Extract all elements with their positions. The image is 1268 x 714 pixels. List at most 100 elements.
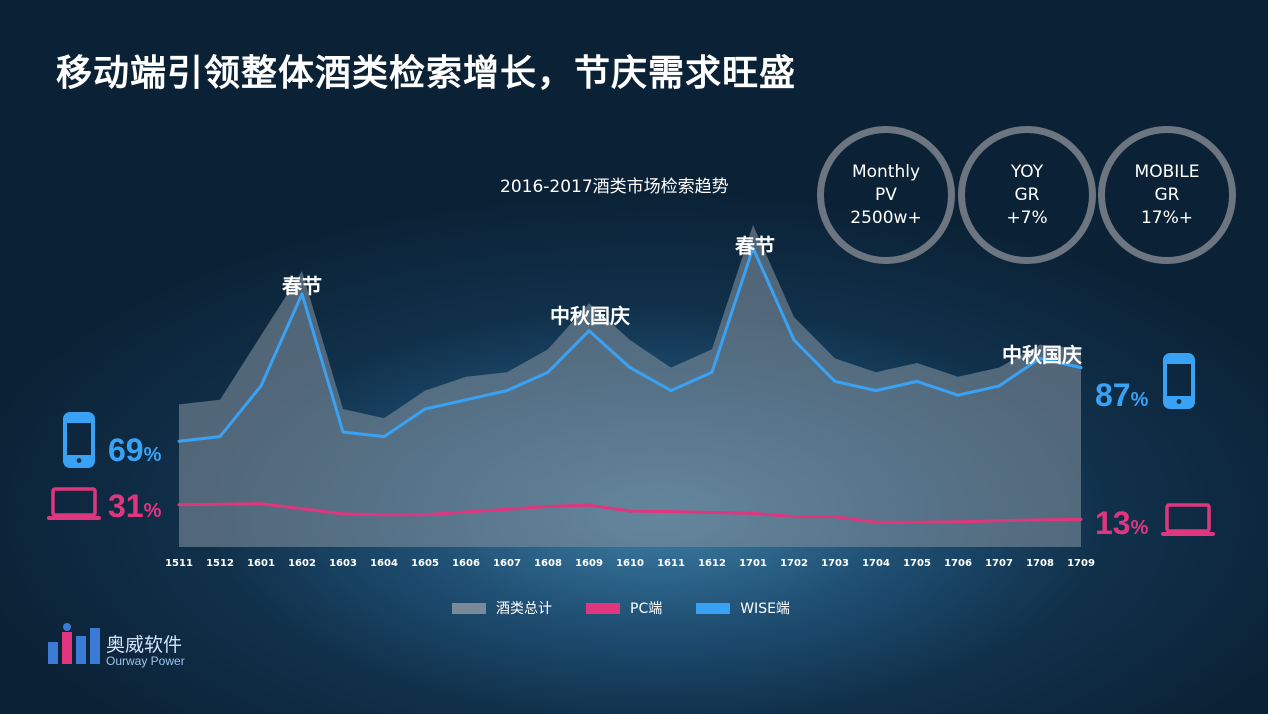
annotation-spring-festival-2: 春节: [735, 234, 775, 258]
x-tick-label: 1704: [862, 558, 890, 569]
pc-point-1610: [628, 509, 632, 513]
logo-text-cn: 奥威软件: [106, 634, 183, 656]
pc-point-1611: [669, 510, 673, 514]
wise-point-1609: [587, 329, 591, 333]
total-point-1607: [506, 371, 509, 374]
total-point-1701: [752, 224, 755, 227]
annotation-midautumn-1: 中秋国庆: [550, 304, 630, 328]
pc-point-1607: [505, 507, 509, 511]
right-mobile-value: 87: [1095, 377, 1131, 413]
x-tick-label: 1606: [452, 558, 480, 569]
logo-text-en: Ourway Power: [106, 654, 185, 668]
pc-point-1604: [382, 513, 386, 517]
chart-title: 2016-2017酒类市场检索趋势: [500, 177, 729, 197]
total-point-1512: [219, 398, 222, 401]
wise-point-1708: [1038, 356, 1042, 360]
kpi-label: YOY: [1010, 161, 1044, 182]
x-tick-label: 1603: [329, 558, 357, 569]
x-tick-label: 1604: [370, 558, 398, 569]
x-tick-label: 1602: [288, 558, 316, 569]
legend-swatch-pc: [586, 602, 620, 614]
wise-point-1610: [628, 366, 632, 370]
wise-point-1611: [669, 389, 673, 393]
wise-point-1606: [464, 398, 468, 402]
pc-point-1709: [1079, 517, 1083, 521]
wise-point-1602: [300, 292, 304, 296]
x-tick-label: 1601: [247, 558, 275, 569]
percent-unit: %: [143, 500, 162, 522]
pc-point-1705: [915, 520, 919, 524]
percent-unit: %: [1130, 517, 1149, 539]
percent-unit: %: [143, 444, 162, 466]
page-title: 移动端引领整体酒类检索增长，节庆需求旺盛: [56, 53, 797, 94]
legend-item-pc: PC端: [586, 598, 662, 618]
total-point-1606: [465, 375, 468, 378]
x-tick-label: 1705: [903, 558, 931, 569]
x-tick-label: 1511: [165, 558, 193, 569]
pc-point-1601: [259, 502, 263, 506]
x-tick-label: 1605: [411, 558, 439, 569]
wise-point-1707: [997, 384, 1001, 388]
wise-point-1705: [915, 379, 919, 383]
total-point-1703: [834, 357, 837, 360]
kpi-value: +7%: [1006, 207, 1048, 228]
wise-point-1701: [751, 246, 755, 250]
laptop-icon: [1161, 503, 1215, 536]
kpi-label: GR: [1014, 184, 1040, 205]
wise-point-1608: [546, 370, 550, 374]
wise-point-1709: [1079, 366, 1083, 370]
total-point-1610: [629, 339, 632, 342]
x-tick-label: 1709: [1067, 558, 1095, 569]
line-layer: [177, 246, 1083, 524]
wise-point-1605: [423, 407, 427, 411]
x-tick-label: 1607: [493, 558, 521, 569]
pc-point-1602: [300, 507, 304, 511]
kpi-value: 2500w+: [850, 207, 922, 228]
pc-point-1701: [751, 511, 755, 515]
legend-label-wise: WISE端: [740, 601, 790, 617]
total-point-1605: [424, 389, 427, 392]
pc-point-1603: [341, 512, 345, 516]
x-tick-label: 1611: [657, 558, 685, 569]
wise-point-1607: [505, 389, 509, 393]
smartphone-icon: [1163, 353, 1195, 409]
pc-point-1608: [546, 505, 550, 508]
wise-point-1604: [382, 435, 386, 439]
x-tick-label: 1702: [780, 558, 808, 569]
kpi-monthly-pv: Monthly PV 2500w+: [817, 126, 955, 264]
wise-point-1601: [259, 384, 263, 388]
left-mobile-percent: 69%: [108, 432, 161, 469]
wise-point-1603: [341, 430, 345, 434]
kpi-label: Monthly: [851, 161, 921, 182]
x-tick-label: 1701: [739, 558, 767, 569]
pc-point-1605: [423, 513, 427, 517]
kpi-label: PV: [875, 184, 897, 205]
total-point-1706: [957, 375, 960, 378]
left-mobile-value: 69: [108, 432, 144, 468]
total-point-1601: [260, 334, 263, 337]
x-tick-label: 1608: [534, 558, 562, 569]
left-pc-value: 31: [108, 488, 144, 524]
kpi-value: 17%+: [1140, 207, 1194, 228]
total-point-1511: [178, 403, 181, 406]
wise-point-1702: [792, 338, 796, 342]
x-tick-label: 1610: [616, 558, 644, 569]
ourway-logo-icon: [48, 623, 100, 664]
legend-swatch-wise: [696, 602, 731, 614]
total-point-1604: [383, 417, 386, 420]
annotation-midautumn-2: 中秋国庆: [1002, 343, 1082, 367]
legend-item-total: 酒类总计: [452, 598, 552, 618]
right-mobile-percent: 87%: [1095, 377, 1148, 414]
x-tick-label: 1609: [575, 558, 603, 569]
pc-point-1612: [710, 511, 714, 514]
right-pc-value: 13: [1095, 505, 1131, 541]
pc-point-1511: [177, 503, 181, 507]
wise-point-1703: [833, 379, 837, 383]
total-point-1705: [916, 362, 919, 365]
kpi-label: GR: [1154, 184, 1180, 205]
pc-point-1707: [997, 519, 1001, 523]
pc-point-1512: [218, 502, 222, 506]
total-area-layer: [178, 224, 1081, 547]
pc-point-1708: [1038, 518, 1042, 522]
left-pc-percent: 31%: [108, 488, 161, 525]
